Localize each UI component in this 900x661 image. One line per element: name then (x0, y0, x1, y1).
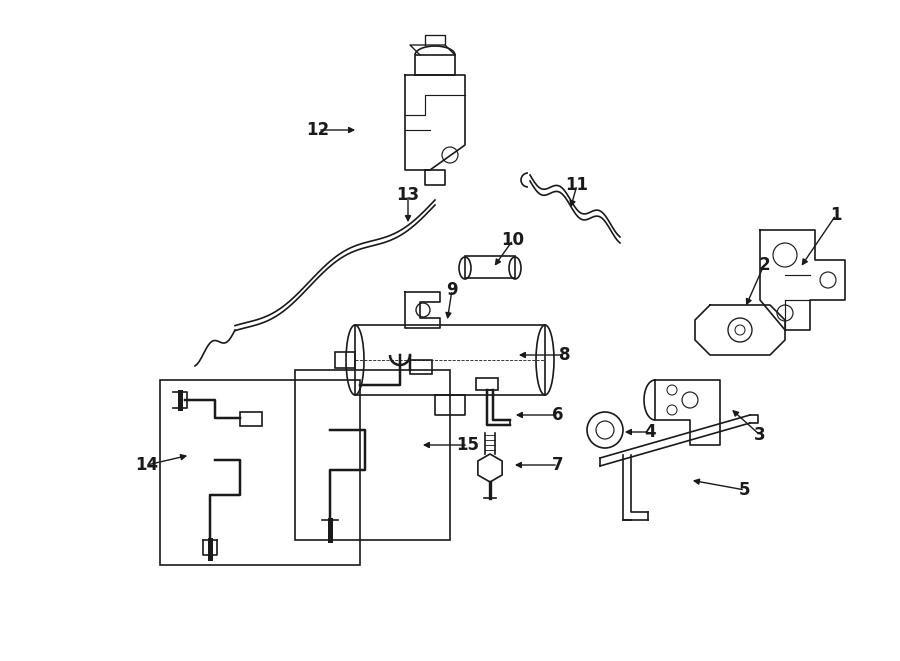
Text: 15: 15 (456, 436, 480, 454)
Bar (240, 412, 262, 426)
Text: 12: 12 (306, 121, 329, 139)
Bar (335, 352, 355, 368)
Text: 9: 9 (446, 281, 458, 299)
Bar (476, 378, 498, 390)
Text: 11: 11 (565, 176, 589, 194)
Text: 6: 6 (553, 406, 563, 424)
Bar (465, 256, 515, 278)
Bar (410, 360, 432, 374)
Text: 3: 3 (754, 426, 766, 444)
Bar (355, 325, 545, 395)
Text: 2: 2 (758, 256, 770, 274)
Bar (160, 380, 360, 565)
Text: 1: 1 (830, 206, 842, 224)
Text: 5: 5 (739, 481, 751, 499)
Text: 14: 14 (135, 456, 158, 474)
Text: 10: 10 (501, 231, 525, 249)
Text: 7: 7 (553, 456, 563, 474)
Text: 13: 13 (396, 186, 419, 204)
Text: 4: 4 (644, 423, 656, 441)
Text: 8: 8 (559, 346, 571, 364)
Bar (295, 370, 450, 540)
